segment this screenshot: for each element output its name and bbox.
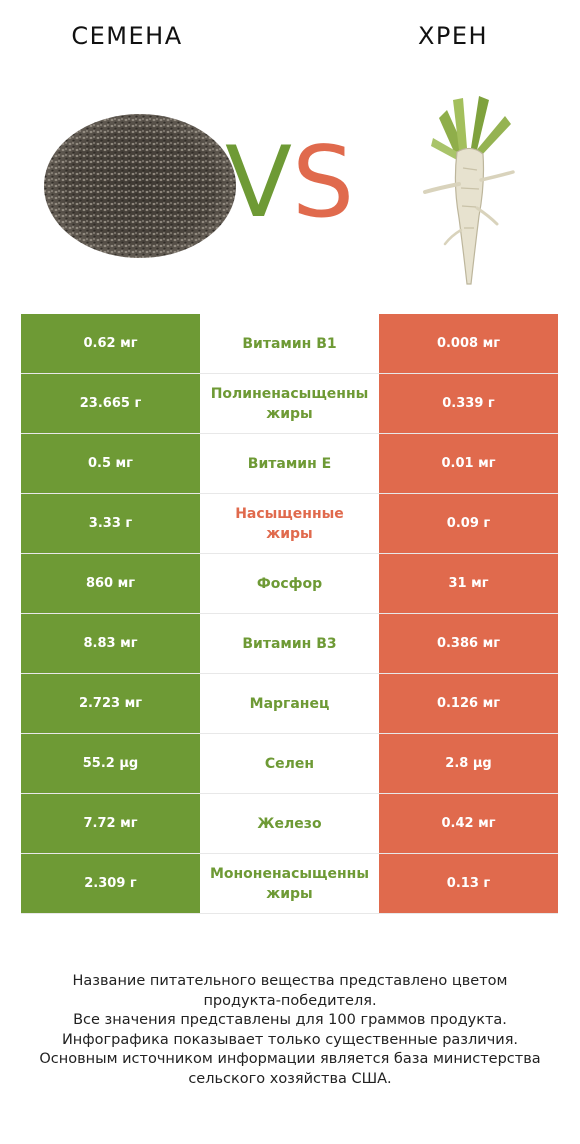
table-row: 55.2 µg Селен 2.8 µg (21, 734, 558, 794)
nutrient-name-cell: Насыщенные жиры (200, 494, 379, 553)
nutrient-name: Витамин B3 (242, 635, 337, 652)
table-row: 7.72 мг Железо 0.42 мг (21, 794, 558, 854)
left-product-title: СЕМЕНА (71, 22, 183, 50)
right-value-cell: 0.126 мг (379, 674, 558, 733)
nutrient-name: Витамин E (247, 455, 332, 472)
right-value-cell: 0.13 г (379, 854, 558, 913)
left-value-cell: 7.72 мг (21, 794, 200, 853)
right-product-title: ХРЕН (417, 22, 489, 50)
nutrient-name: Мононенасыщенны (209, 865, 370, 882)
right-value-cell: 0.386 мг (379, 614, 558, 673)
right-value-cell: 0.339 г (379, 374, 558, 433)
left-value-cell: 2.309 г (21, 854, 200, 913)
nutrient-name-cell: Марганец (200, 674, 379, 733)
vs-letter-s: S (292, 126, 355, 240)
table-row: 2.309 г Мононенасыщенны жиры 0.13 г (21, 854, 558, 914)
left-value-cell: 0.62 мг (21, 314, 200, 373)
nutrient-name-cell: Витамин E (200, 434, 379, 493)
row-divider (21, 613, 558, 614)
row-divider (21, 553, 558, 554)
nutrient-name-cell: Железо (200, 794, 379, 853)
row-divider (21, 673, 558, 674)
right-value-cell: 0.008 мг (379, 314, 558, 373)
nutrient-name: жиры (266, 405, 313, 422)
row-divider (21, 793, 558, 794)
table-row: 8.83 мг Витамин B3 0.386 мг (21, 614, 558, 674)
right-value-cell: 0.01 мг (379, 434, 558, 493)
row-divider (21, 733, 558, 734)
left-value-cell: 860 мг (21, 554, 200, 613)
nutrient-name: Насыщенные (235, 505, 344, 522)
row-divider (21, 913, 558, 914)
nutrient-name-cell: Фосфор (200, 554, 379, 613)
nutrient-name-cell: Полиненасыщенны жиры (200, 374, 379, 433)
right-value-cell: 0.09 г (379, 494, 558, 553)
table-row: 3.33 г Насыщенные жиры 0.09 г (21, 494, 558, 554)
footnote-line: Название питательного вещества представл… (72, 973, 508, 989)
nutrient-name: Витамин B1 (242, 335, 337, 352)
right-value-cell: 0.42 мг (379, 794, 558, 853)
footnote-line: Инфографика показывает только существенн… (61, 1031, 519, 1048)
left-value-cell: 8.83 мг (21, 614, 200, 673)
nutrient-name: Фосфор (256, 575, 323, 592)
row-divider (21, 433, 558, 434)
nutrient-name-cell: Витамин B3 (200, 614, 379, 673)
nutrient-name: Марганец (249, 695, 330, 712)
nutrient-name-cell: Селен (200, 734, 379, 793)
left-value-cell: 23.665 г (21, 374, 200, 433)
horseradish-image (423, 96, 515, 285)
nutrient-comparison-table: 0.62 мг Витамин B1 0.008 мг 23.665 г Полинен… (21, 314, 558, 914)
row-divider (21, 493, 558, 494)
footnote-line: сельского хозяйства США. (188, 1070, 392, 1087)
nutrient-name: жиры (266, 525, 313, 542)
table-row: 0.62 мг Витамин B1 0.008 мг (21, 314, 558, 374)
footnote: Название питательного вещества представл… (20, 972, 560, 1089)
table-row: 2.723 мг Марганец 0.126 мг (21, 674, 558, 734)
nutrient-name: Полиненасыщенны (210, 385, 369, 402)
footnote-line: Все значения представлены для 100 граммо… (73, 1012, 507, 1028)
nutrient-name: жиры (266, 885, 313, 902)
table-row: 0.5 мг Витамин E 0.01 мг (21, 434, 558, 494)
row-divider (21, 373, 558, 374)
nutrient-name: Железо (257, 815, 322, 832)
right-value-cell: 31 мг (379, 554, 558, 613)
nutrient-name: Селен (264, 755, 315, 772)
row-divider (21, 853, 558, 854)
table-row: 860 мг Фосфор 31 мг (21, 554, 558, 614)
footnote-line: продукта-победителя. (203, 992, 377, 1009)
nutrient-name-cell: Витамин B1 (200, 314, 379, 373)
seeds-image (44, 114, 236, 258)
footnote-line: Основным источником информации является … (39, 1051, 541, 1067)
left-value-cell: 0.5 мг (21, 434, 200, 493)
left-value-cell: 55.2 µg (21, 734, 200, 793)
nutrient-name-cell: Мононенасыщенны жиры (200, 854, 379, 913)
left-value-cell: 3.33 г (21, 494, 200, 553)
table-row: 23.665 г Полиненасыщенны жиры 0.339 г (21, 374, 558, 434)
right-value-cell: 2.8 µg (379, 734, 558, 793)
vs-letter-v: V (225, 126, 293, 240)
left-value-cell: 2.723 мг (21, 674, 200, 733)
